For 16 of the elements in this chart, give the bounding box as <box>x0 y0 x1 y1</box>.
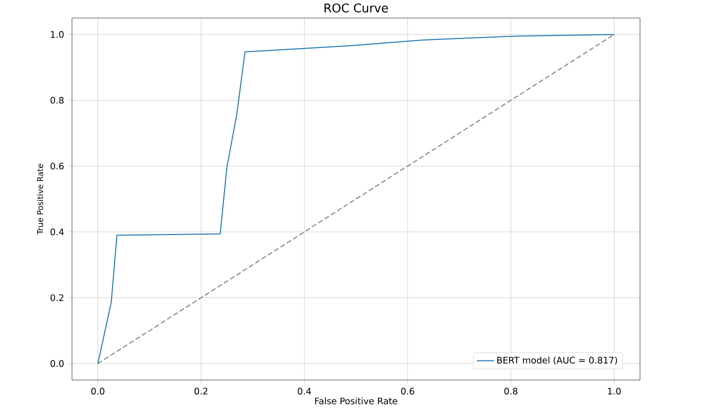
x-tick-label: 0.2 <box>194 388 208 395</box>
y-tick-label: 0.2 <box>50 294 64 302</box>
y-tick-label: 0.8 <box>50 96 64 104</box>
y-tick-label: 0.6 <box>50 162 64 170</box>
x-tick-label: 0.8 <box>504 388 518 395</box>
x-tick-label: 1.0 <box>608 388 621 395</box>
x-tick-label: 0.0 <box>91 388 104 395</box>
y-tick-label: 0.4 <box>50 228 64 236</box>
x-tick-label: 0.4 <box>298 388 311 395</box>
chart-title: ROC Curve <box>324 3 388 12</box>
x-axis-title: False Positive Rate <box>315 397 398 404</box>
x-tick-label: 0.6 <box>401 388 414 395</box>
legend-label: BERT model (AUC = 0.817) <box>497 356 618 365</box>
y-tick-label: 0.0 <box>50 360 64 367</box>
line-series <box>97 34 615 364</box>
y-tick-label: 1.0 <box>50 31 64 38</box>
